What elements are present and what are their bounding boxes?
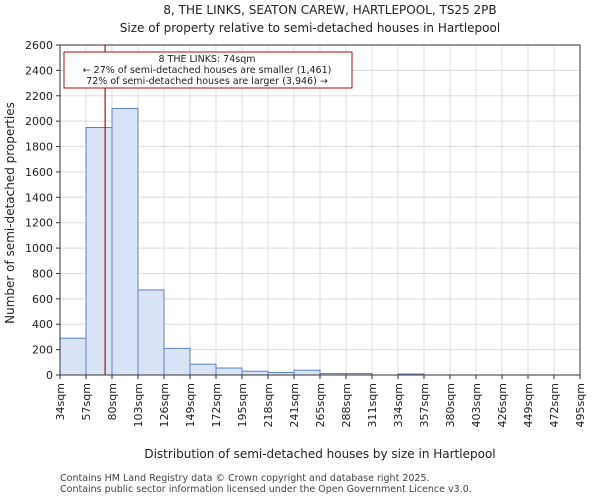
annotation-line-3: 72% of semi-detached houses are larger (… bbox=[86, 76, 328, 87]
x-tick-label: 311sqm bbox=[366, 383, 379, 427]
bar-80sqm bbox=[111, 107, 139, 376]
bar-126sqm bbox=[163, 347, 191, 376]
bar-195sqm bbox=[241, 370, 269, 376]
y-tick-label: 600 bbox=[32, 293, 53, 306]
annotation-box: 8 THE LINKS: 74sqm ← 27% of semi-detache… bbox=[63, 51, 353, 89]
x-tick-label: 334sqm bbox=[392, 383, 405, 427]
x-tick-label: 149sqm bbox=[184, 383, 197, 427]
x-tick-label: 449sqm bbox=[522, 383, 535, 427]
bar-57sqm bbox=[85, 127, 113, 376]
x-tick-label: 380sqm bbox=[444, 383, 457, 427]
x-tick-label: 288sqm bbox=[340, 383, 353, 427]
bar-34sqm bbox=[59, 337, 87, 376]
y-tick-label: 1000 bbox=[25, 242, 53, 255]
x-tick-label: 80sqm bbox=[106, 383, 119, 420]
bar-103sqm bbox=[137, 289, 165, 376]
annotation-line-1: 8 THE LINKS: 74sqm bbox=[158, 54, 255, 65]
y-tick-label: 200 bbox=[32, 344, 53, 357]
x-tick-label: 426sqm bbox=[496, 383, 509, 427]
chart-title: 8, THE LINKS, SEATON CAREW, HARTLEPOOL, … bbox=[163, 3, 496, 17]
x-tick-label: 357sqm bbox=[418, 383, 431, 427]
y-tick-label: 2400 bbox=[25, 64, 53, 77]
y-tick-label: 1600 bbox=[25, 166, 53, 179]
x-axis-label: Distribution of semi-detached houses by … bbox=[144, 447, 495, 461]
y-tick-label: 1400 bbox=[25, 191, 53, 204]
y-axis-label: Number of semi-detached properties bbox=[3, 102, 17, 324]
x-tick-label: 218sqm bbox=[262, 383, 275, 427]
bar-172sqm bbox=[215, 367, 243, 376]
chart-subtitle: Size of property relative to semi-detach… bbox=[120, 21, 500, 35]
footer-line-2: Contains public sector information licen… bbox=[60, 484, 472, 495]
x-tick-label: 495sqm bbox=[574, 383, 587, 427]
x-tick-label: 126sqm bbox=[158, 383, 171, 427]
annotation-line-2: ← 27% of semi-detached houses are smalle… bbox=[83, 65, 332, 76]
bar-241sqm bbox=[293, 369, 321, 376]
y-tick-label: 1800 bbox=[25, 141, 53, 154]
x-tick-label: 265sqm bbox=[314, 383, 327, 427]
x-tick-label: 57sqm bbox=[80, 383, 93, 420]
annotation-border bbox=[63, 51, 353, 89]
x-ticks: 34sqm 57sqm 80sqm 103sqm 126sqm 149sqm 172sqm 1… bbox=[54, 375, 587, 427]
x-tick-label: 195sqm bbox=[236, 383, 249, 427]
y-tick-label: 2000 bbox=[25, 115, 53, 128]
y-tick-label: 1200 bbox=[25, 217, 53, 230]
y-ticks: 0 200 400 600 800 1000 1200 1400 1600 1800 2000 220… bbox=[25, 39, 60, 382]
x-tick-label: 34sqm bbox=[54, 383, 67, 420]
y-tick-label: 0 bbox=[46, 369, 53, 382]
x-tick-label: 103sqm bbox=[132, 383, 145, 427]
y-tick-label: 2600 bbox=[25, 39, 53, 52]
y-tick-label: 2200 bbox=[25, 90, 53, 103]
bar-149sqm bbox=[189, 363, 217, 376]
x-tick-label: 403sqm bbox=[470, 383, 483, 427]
x-tick-label: 241sqm bbox=[288, 383, 301, 427]
x-tick-label: 472sqm bbox=[548, 383, 561, 427]
bars bbox=[59, 107, 425, 376]
x-tick-label: 172sqm bbox=[210, 383, 223, 427]
y-tick-label: 400 bbox=[32, 318, 53, 331]
y-tick-label: 800 bbox=[32, 267, 53, 280]
footer-line-1: Contains HM Land Registry data © Crown c… bbox=[60, 473, 430, 484]
